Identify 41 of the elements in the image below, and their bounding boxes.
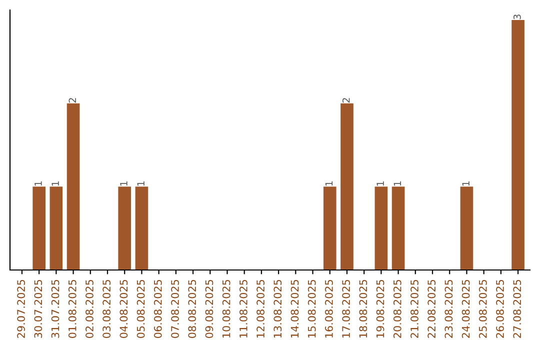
x-tick-label: 13.08.2025 [274, 280, 282, 338]
x-tick-label: 25.08.2025 [478, 280, 487, 338]
x-tick-label: 02.08.2025 [86, 280, 94, 338]
x-tick-label: 23.08.2025 [444, 280, 453, 338]
data-label: 2 [68, 98, 76, 103]
x-tick-label: 03.08.2025 [102, 280, 111, 338]
data-label: 1 [34, 181, 42, 186]
x-tick-label: 14.08.2025 [290, 280, 299, 338]
x-tick-label: 04.08.2025 [120, 280, 128, 338]
x-tick-label: 11.08.2025 [239, 280, 248, 338]
x-tick-label: 17.08.2025 [342, 280, 350, 338]
x-tick-label: 08.08.2025 [188, 280, 196, 338]
x-tick-label: 30.07.2025 [34, 280, 42, 338]
x-tick-label: 27.08.2025 [513, 280, 522, 338]
x-tick-label: 09.08.2025 [205, 280, 214, 338]
x-tick-label: 15.08.2025 [308, 280, 316, 338]
x-tick-label: 18.08.2025 [359, 280, 368, 338]
x-tick-label: 19.08.2025 [376, 280, 384, 338]
data-label: 1 [394, 181, 401, 186]
data-label: 1 [137, 181, 144, 186]
x-tick-label: 01.08.2025 [68, 280, 76, 338]
x-tick-label: 05.08.2025 [136, 280, 145, 338]
x-tick-label: 07.08.2025 [171, 280, 179, 338]
x-tick-label: 21.08.2025 [410, 280, 418, 338]
x-tick-label: 20.08.2025 [393, 280, 402, 338]
data-label: 1 [376, 181, 384, 186]
data-label: 1 [462, 181, 470, 186]
x-tick-label: 16.08.2025 [325, 280, 333, 338]
x-tick-label: 31.07.2025 [51, 280, 60, 338]
data-label: 3 [513, 14, 521, 20]
data-label: 1 [325, 181, 333, 186]
x-tick-label: 22.08.2025 [428, 280, 436, 338]
x-tick-label: 26.08.2025 [496, 280, 504, 338]
data-label: 1 [120, 181, 128, 186]
x-tick-label: 29.07.2025 [17, 280, 25, 338]
x-tick-label: 06.08.2025 [154, 280, 162, 338]
x-tick-label: 12.08.2025 [256, 280, 264, 338]
data-label: 2 [342, 98, 350, 103]
x-tick-label: 24.08.2025 [462, 280, 470, 338]
x-tick-label: 10.08.2025 [222, 280, 230, 338]
data-label: 1 [52, 181, 59, 186]
